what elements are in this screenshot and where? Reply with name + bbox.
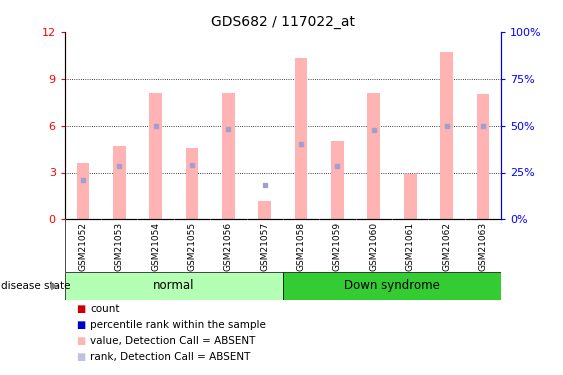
Text: ■: ■: [76, 304, 85, 314]
Text: Down syndrome: Down syndrome: [344, 279, 440, 292]
Bar: [222, 93, 235, 219]
Bar: [113, 146, 126, 219]
Text: GSM21057: GSM21057: [260, 222, 269, 271]
Bar: [294, 58, 307, 219]
Text: GSM21052: GSM21052: [78, 222, 87, 271]
Text: GSM21056: GSM21056: [224, 222, 233, 271]
Text: percentile rank within the sample: percentile rank within the sample: [90, 320, 266, 330]
Bar: [65, 272, 283, 300]
Text: GSM21060: GSM21060: [369, 222, 378, 271]
Bar: [149, 93, 162, 219]
Text: normal: normal: [153, 279, 195, 292]
Text: rank, Detection Call = ABSENT: rank, Detection Call = ABSENT: [90, 352, 251, 362]
Text: ■: ■: [76, 320, 85, 330]
Text: ■: ■: [76, 336, 85, 346]
Title: GDS682 / 117022_at: GDS682 / 117022_at: [211, 15, 355, 30]
Text: GSM21055: GSM21055: [187, 222, 196, 271]
Bar: [65, 219, 501, 272]
Text: GSM21054: GSM21054: [151, 222, 160, 271]
Text: value, Detection Call = ABSENT: value, Detection Call = ABSENT: [90, 336, 256, 346]
Text: ▶: ▶: [51, 281, 59, 291]
Bar: [258, 201, 271, 219]
Text: GSM21062: GSM21062: [442, 222, 451, 271]
Bar: [186, 147, 198, 219]
Text: GSM21053: GSM21053: [115, 222, 124, 271]
Bar: [368, 93, 380, 219]
Text: count: count: [90, 304, 119, 314]
Bar: [440, 52, 453, 219]
Text: GSM21059: GSM21059: [333, 222, 342, 271]
Text: GSM21061: GSM21061: [406, 222, 415, 271]
Bar: [476, 94, 489, 219]
Text: GSM21058: GSM21058: [297, 222, 306, 271]
Bar: [283, 272, 501, 300]
Bar: [331, 141, 344, 219]
Text: ■: ■: [76, 352, 85, 362]
Bar: [77, 163, 90, 219]
Text: disease state: disease state: [1, 281, 70, 291]
Text: GSM21063: GSM21063: [479, 222, 488, 271]
Bar: [404, 174, 417, 219]
